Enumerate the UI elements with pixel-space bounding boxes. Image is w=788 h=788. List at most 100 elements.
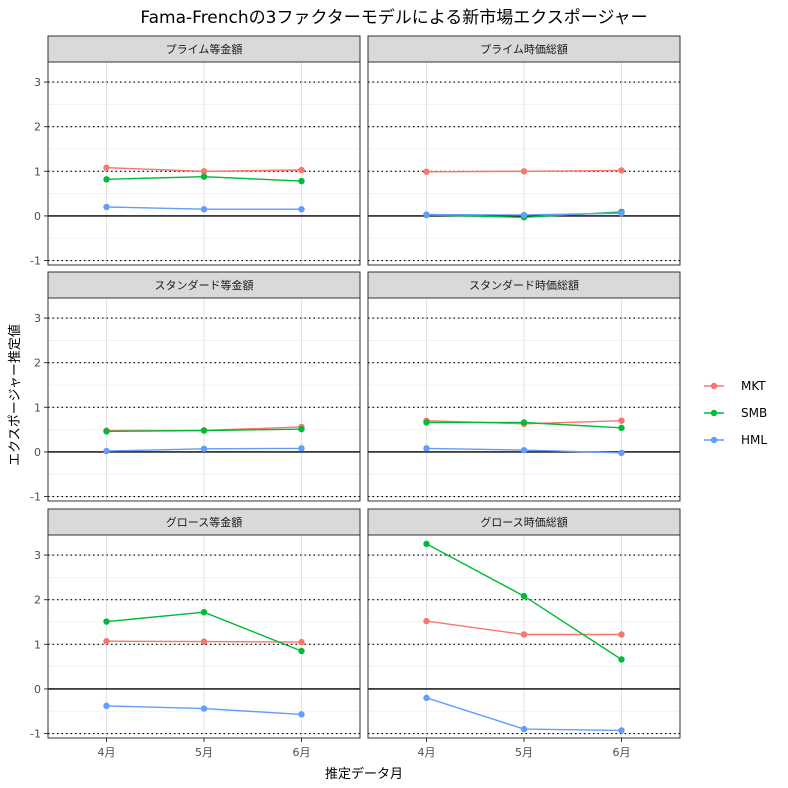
data-point-mkt [103,164,110,171]
y-tick-label: 3 [34,549,41,562]
y-tick-label: -1 [30,728,41,741]
data-point-mkt [520,631,528,638]
data-point-smb [298,647,305,655]
y-tick-label: -1 [30,491,41,504]
x-tick-label: 5月 [515,746,533,759]
y-tick-label: -1 [30,255,41,268]
facet-strip [47,508,361,536]
y-tick-label: 2 [34,121,41,134]
x-tick-label: 6月 [613,746,631,759]
x-tick-label: 6月 [293,746,311,759]
data-point-hml [618,449,625,457]
data-point-hml [618,210,625,217]
facet-title: プライム等金額 [166,42,243,56]
data-point-hml [200,705,208,712]
data-point-hml [298,711,305,718]
data-point-smb [298,177,305,185]
data-point-smb [200,608,208,616]
facet-title: スタンダード等金額 [155,278,254,292]
facet-panel: スタンダード等金額 -1 0 1 2 3 [30,271,361,504]
data-point-hml [298,206,305,213]
data-point-mkt [200,168,208,175]
legend-key-point [710,382,718,390]
facet-panel: スタンダード時価総額 [367,271,681,502]
x-tick-label: 4月 [98,746,116,759]
y-tick-label: 1 [34,165,41,178]
data-point-hml [200,445,208,452]
data-point-hml [423,445,430,452]
facet-title: グロース時価総額 [480,515,567,529]
panel-border [367,297,681,502]
data-point-hml [423,211,430,218]
facet-panel: プライム等金額 -1 0 1 2 3 [30,35,361,268]
data-point-mkt [298,638,305,646]
data-point-smb [103,428,110,435]
y-tick-label: 0 [34,210,41,223]
y-tick-label: 0 [34,446,41,459]
facet-strip [47,35,361,63]
data-point-mkt [618,167,625,174]
y-tick-label: 0 [34,683,41,696]
facet-title: グロース等金額 [166,515,242,529]
facet-strip [367,35,681,63]
data-point-smb [423,419,430,426]
data-point-mkt [200,638,208,645]
facet-panel: グロース時価総額 4月 5月 6月 [367,508,681,759]
facet-strip [367,508,681,536]
data-point-mkt [103,637,110,645]
legend-key-point [710,409,718,417]
x-tick-label: 5月 [195,746,213,759]
data-point-mkt [423,168,430,175]
data-point-smb [423,540,430,548]
data-point-smb [618,656,625,663]
data-point-hml [618,727,625,734]
facet-strip [47,271,361,299]
legend-label: MKT [741,379,766,393]
chart-title: Fama-Frenchの3ファクターモデルによる新市場エクスポージャー [140,7,647,28]
facet-strip [367,271,681,299]
y-tick-label: 3 [34,312,41,325]
y-tick-label: 1 [34,638,41,651]
data-point-smb [618,424,625,432]
x-axis-title: 推定データ月 [325,766,403,782]
legend-label: SMB [741,406,767,420]
data-point-hml [200,206,208,213]
data-point-smb [520,419,528,426]
data-point-mkt [618,631,625,638]
legend-label: HML [741,433,767,447]
data-point-mkt [618,417,625,424]
y-tick-label: 1 [34,401,41,414]
data-point-smb [103,618,110,625]
data-point-smb [103,176,110,183]
legend-key-point [710,436,718,444]
data-point-smb [200,173,208,180]
facet-title: スタンダード時価総額 [469,278,579,292]
data-point-hml [103,702,110,710]
data-point-hml [423,694,430,702]
data-point-hml [520,211,528,219]
data-point-hml [520,725,528,733]
facet-panel: グロース等金額 -1 0 1 2 3 4月 5月 6月 [30,508,361,759]
data-point-hml [520,446,528,454]
facet-panel: プライム時価総額 [367,35,681,266]
facet-title: プライム時価総額 [480,42,568,56]
data-point-mkt [298,166,305,174]
panel-border [367,61,681,266]
panel-border [47,297,361,502]
x-tick-label: 4月 [418,746,436,759]
y-axis-title: エクスポージャー推定値 [7,324,23,466]
data-point-hml [298,445,305,452]
panel-border [47,61,361,266]
y-tick-label: 2 [34,594,41,607]
y-tick-label: 2 [34,357,41,370]
y-tick-label: 3 [34,76,41,89]
data-point-hml [103,447,110,455]
data-point-mkt [520,168,528,175]
data-point-smb [200,427,208,434]
data-point-hml [103,203,110,211]
data-point-smb [298,425,305,433]
legend: MKT SMB HML [704,379,767,447]
data-point-smb [520,592,528,600]
data-point-mkt [423,617,430,625]
